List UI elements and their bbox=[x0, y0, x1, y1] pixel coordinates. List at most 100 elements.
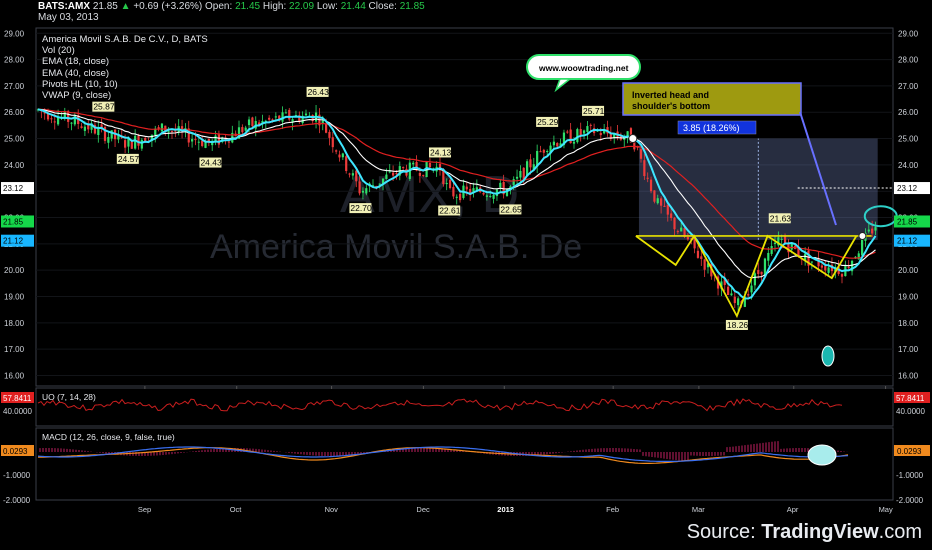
candle-body bbox=[733, 296, 736, 304]
candle-body bbox=[639, 149, 643, 159]
candle-body bbox=[83, 126, 86, 131]
candle-body bbox=[130, 140, 133, 149]
low-value: 21.44 bbox=[340, 1, 366, 12]
candle-body bbox=[723, 279, 726, 285]
candle-body bbox=[261, 121, 264, 123]
measure-label: 3.85 (18.26%) bbox=[683, 123, 740, 133]
pivot-label-bg bbox=[499, 204, 522, 215]
price-tick-left: 19.00 bbox=[4, 293, 25, 302]
candle-body bbox=[445, 182, 448, 185]
candle-body bbox=[258, 122, 261, 126]
candle-body bbox=[673, 217, 676, 230]
legend-ema40[interactable]: EMA (40, close) bbox=[42, 67, 110, 79]
price-tick-right: 18.00 bbox=[898, 319, 919, 328]
macd-tick: -1.0000 bbox=[896, 471, 924, 480]
source-brand: TradingView bbox=[761, 521, 879, 543]
candle-body bbox=[227, 141, 231, 143]
website-text: www.woowtrading.net bbox=[538, 63, 629, 73]
price-flag-left bbox=[1, 215, 34, 228]
candle-body bbox=[93, 124, 97, 134]
candle-body bbox=[549, 145, 552, 154]
time-tick-label: Dec bbox=[416, 505, 430, 514]
price-flag-right-text: 21.85 bbox=[897, 217, 918, 226]
low-label: Low: bbox=[316, 1, 338, 12]
candle-body bbox=[80, 126, 83, 128]
candle-body bbox=[512, 179, 515, 185]
candle-body bbox=[197, 141, 200, 143]
price-tick-left: 26.00 bbox=[4, 108, 25, 117]
candle-body bbox=[613, 134, 616, 138]
high-value: 22.09 bbox=[289, 1, 315, 12]
pivot-label: 22.70 bbox=[350, 203, 372, 213]
legend-title[interactable]: America Movil S.A.B. De C.V., D, BATS bbox=[42, 34, 208, 45]
candle-body bbox=[526, 161, 529, 177]
candle-body bbox=[371, 185, 375, 187]
candle-body bbox=[489, 196, 492, 198]
candle-body bbox=[335, 150, 338, 152]
candle-body bbox=[743, 296, 746, 307]
price-tick-left: 16.00 bbox=[4, 371, 25, 380]
price-flag-left-text: 21.85 bbox=[3, 217, 24, 226]
pattern-note-line-1: Inverted head and bbox=[632, 90, 709, 100]
time-tick-label: Apr bbox=[787, 505, 799, 514]
price-flag-right bbox=[894, 234, 930, 247]
candle-body bbox=[599, 132, 602, 136]
pivot-label-bg bbox=[199, 157, 222, 168]
candle-body bbox=[773, 242, 777, 244]
candle-body bbox=[757, 270, 760, 274]
candle-body bbox=[247, 119, 251, 126]
candle-body bbox=[124, 140, 127, 148]
price-tick-right: 19.00 bbox=[898, 293, 919, 302]
candle-body bbox=[241, 127, 244, 133]
candle-body bbox=[338, 154, 341, 158]
candle-body bbox=[442, 169, 445, 185]
candle-body bbox=[871, 228, 874, 234]
website-callout-tail bbox=[554, 78, 573, 93]
candle-body bbox=[57, 117, 60, 125]
candle-body bbox=[542, 149, 545, 153]
candle-body bbox=[730, 293, 733, 296]
candle-body bbox=[670, 213, 673, 218]
candle-body bbox=[696, 250, 700, 258]
pivot-label: 22.61 bbox=[439, 205, 461, 215]
candle-body bbox=[683, 228, 686, 237]
candle-body bbox=[412, 162, 415, 165]
candle-body bbox=[505, 189, 509, 196]
price-tick-left: 20.00 bbox=[4, 266, 25, 275]
candle-body bbox=[154, 128, 157, 136]
legend-vol[interactable]: Vol (20) bbox=[42, 45, 75, 57]
candle-body bbox=[753, 273, 756, 286]
candle-body bbox=[345, 156, 348, 172]
candle-body bbox=[834, 267, 837, 272]
legend-vwap[interactable]: VWAP (9, close) bbox=[42, 90, 112, 102]
legend-pivots[interactable]: Pivots HL (10, 10) bbox=[42, 78, 118, 90]
pivot-label-bg bbox=[349, 203, 372, 214]
macd-line bbox=[37, 446, 849, 462]
candle-body bbox=[341, 153, 344, 158]
candle-body bbox=[110, 130, 113, 139]
candle-body bbox=[579, 129, 582, 136]
candle-body bbox=[187, 128, 190, 143]
candle-body bbox=[663, 205, 666, 207]
time-tick-label: Oct bbox=[230, 505, 243, 514]
pivot-label-bg bbox=[429, 147, 452, 158]
pivot-label: 25.29 bbox=[537, 117, 559, 127]
price-tick-left: 28.00 bbox=[4, 56, 25, 65]
candle-body bbox=[167, 131, 170, 133]
ema18-line bbox=[37, 108, 876, 279]
price-flag-left bbox=[1, 234, 34, 247]
candle-body bbox=[452, 186, 455, 197]
candle-body bbox=[727, 286, 730, 295]
candle-body bbox=[204, 141, 207, 148]
time-tick-label: Feb bbox=[606, 505, 619, 514]
candle-body bbox=[321, 120, 324, 124]
candle-body bbox=[515, 176, 519, 179]
legend-ema18[interactable]: EMA (18, close) bbox=[42, 56, 110, 68]
time-tick-label: Mar bbox=[692, 505, 705, 514]
candle-body bbox=[693, 237, 696, 249]
close-value: 21.85 bbox=[399, 1, 425, 12]
candle-body bbox=[576, 129, 579, 143]
candle-body bbox=[284, 112, 287, 114]
candle-body bbox=[117, 134, 120, 140]
macd-tick-left: -1.0000 bbox=[3, 471, 31, 480]
